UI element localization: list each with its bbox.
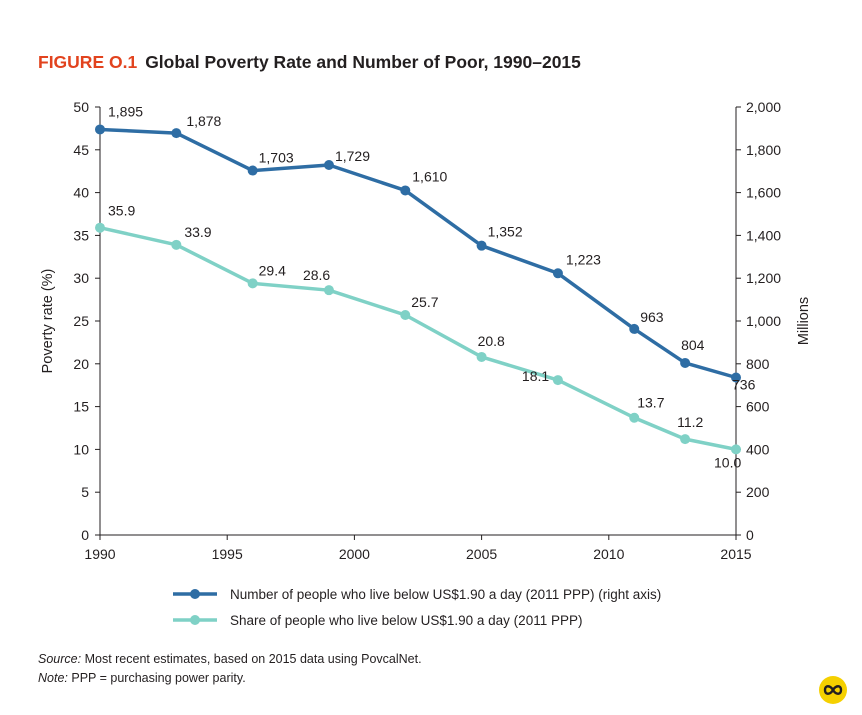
legend-number-label: Number of people who live below US$1.90 … — [230, 587, 661, 602]
note-text: PPP = purchasing power parity. — [71, 671, 246, 685]
share-series-data-label: 29.4 — [259, 262, 286, 278]
share-series-data-label: 18.1 — [522, 368, 549, 384]
share-series-point — [680, 434, 691, 445]
number-series-data-label: 1,703 — [259, 150, 294, 166]
number-series-data-label: 1,878 — [186, 113, 221, 129]
share-series-point — [731, 444, 741, 455]
x-tick-label: 1995 — [212, 546, 243, 562]
y-right-tick-label: 200 — [746, 484, 770, 500]
y-tick-label: 5 — [81, 484, 89, 500]
number-series-line — [99, 127, 737, 380]
number-series-data-label: 804 — [681, 337, 705, 353]
share-series-point — [323, 285, 334, 296]
share-series-point — [476, 351, 487, 362]
number-series-data-label: 1,729 — [335, 148, 370, 164]
y-tick-label: 25 — [73, 313, 89, 329]
figure-label: FIGURE O.1 — [38, 52, 138, 72]
x-tick-label: 1990 — [84, 546, 115, 562]
number-series-point — [323, 159, 334, 170]
share-series-data-label: 13.7 — [637, 395, 664, 411]
share-series-data-label: 11.2 — [677, 414, 703, 430]
number-series-data-label: 1,223 — [566, 251, 601, 267]
share-series-data-label: 10.0 — [714, 454, 741, 470]
y-right-tick-label: 1,000 — [746, 313, 781, 329]
y-tick-label: 50 — [73, 99, 89, 115]
y-tick-label: 30 — [73, 270, 89, 286]
y-right-tick-label: 400 — [746, 441, 770, 457]
share-series-point — [171, 239, 182, 250]
x-tick-label: 2010 — [593, 546, 624, 562]
x-tick-label: 2000 — [339, 546, 370, 562]
legend-share-label: Share of people who live below US$1.90 a… — [230, 613, 582, 628]
share-series-point — [400, 310, 411, 321]
share-series-line — [99, 225, 737, 452]
note-label: Note: — [38, 671, 68, 685]
number-series-point — [476, 240, 487, 251]
share-series-data-label: 28.6 — [303, 267, 330, 283]
number-series-data-label: 1,610 — [412, 168, 447, 184]
share-series-data-label: 25.7 — [411, 294, 438, 310]
y-tick-label: 45 — [73, 142, 89, 158]
number-series-point — [731, 372, 741, 383]
number-series-point — [171, 128, 182, 139]
source-label: Source: — [38, 652, 82, 666]
y-tick-label: 0 — [81, 527, 89, 543]
y-right-tick-label: 1,200 — [746, 270, 781, 286]
y-right-tick-label: 600 — [746, 399, 770, 415]
number-series-data-label: 963 — [640, 309, 664, 325]
share-series-point — [247, 278, 258, 289]
number-series-data-label: 1,895 — [108, 103, 143, 119]
ppp-note: Note: PPP = purchasing power parity. — [38, 671, 246, 685]
y-right-tick-label: 800 — [746, 356, 770, 372]
y-right-tick-label: 0 — [746, 527, 754, 543]
y-axis-label: Poverty rate (%) — [40, 269, 56, 374]
share-series-point — [629, 412, 640, 423]
y-tick-label: 20 — [73, 356, 89, 372]
chart-series: 1,895 1,878 1,703 1,729 1,610 1,352 1,223 963 80… — [95, 103, 756, 470]
legend-share-swatch-marker — [190, 615, 200, 625]
y-right-tick-label: 1,400 — [746, 227, 781, 243]
x-tick-label: 2005 — [466, 546, 497, 562]
infinity-badge-icon — [819, 676, 847, 704]
y-tick-label: 35 — [73, 227, 89, 243]
number-series-point — [629, 323, 640, 334]
share-series-point — [552, 375, 563, 386]
chart-axes: 0510152025303540455002004006008001,0001,… — [40, 99, 812, 562]
number-series-point — [95, 124, 105, 135]
y-right-tick-label: 2,000 — [746, 99, 781, 115]
y-right-axis-label: Millions — [796, 297, 812, 345]
number-series-data-label: 736 — [732, 376, 756, 392]
y-right-tick-label: 1,600 — [746, 185, 781, 201]
y-right-tick-label: 1,800 — [746, 142, 781, 158]
x-tick-label: 2015 — [720, 546, 751, 562]
number-series-point — [552, 268, 563, 279]
number-series-point — [247, 165, 258, 176]
number-series-point — [680, 357, 691, 368]
y-tick-label: 15 — [73, 399, 89, 415]
y-tick-label: 40 — [73, 185, 89, 201]
share-series-data-label: 33.9 — [184, 224, 211, 240]
share-series-data-label: 20.8 — [478, 333, 505, 349]
number-series-data-label: 1,352 — [488, 224, 523, 240]
chart-legend: Number of people who live below US$1.90 … — [173, 587, 661, 628]
share-series-point — [95, 222, 105, 233]
legend-number-swatch-marker — [190, 589, 200, 599]
source-text: Most recent estimates, based on 2015 dat… — [84, 652, 422, 666]
chart-title: FIGURE O.1 Global Poverty Rate and Number… — [38, 52, 581, 73]
source-note: Source: Most recent estimates, based on … — [38, 652, 422, 666]
poverty-chart: 0510152025303540455002004006008001,0001,… — [40, 99, 812, 628]
number-series-point — [400, 185, 411, 196]
share-series-data-label: 35.9 — [108, 203, 135, 219]
y-tick-label: 10 — [73, 441, 89, 457]
figure-title: Global Poverty Rate and Number of Poor, … — [145, 52, 581, 72]
